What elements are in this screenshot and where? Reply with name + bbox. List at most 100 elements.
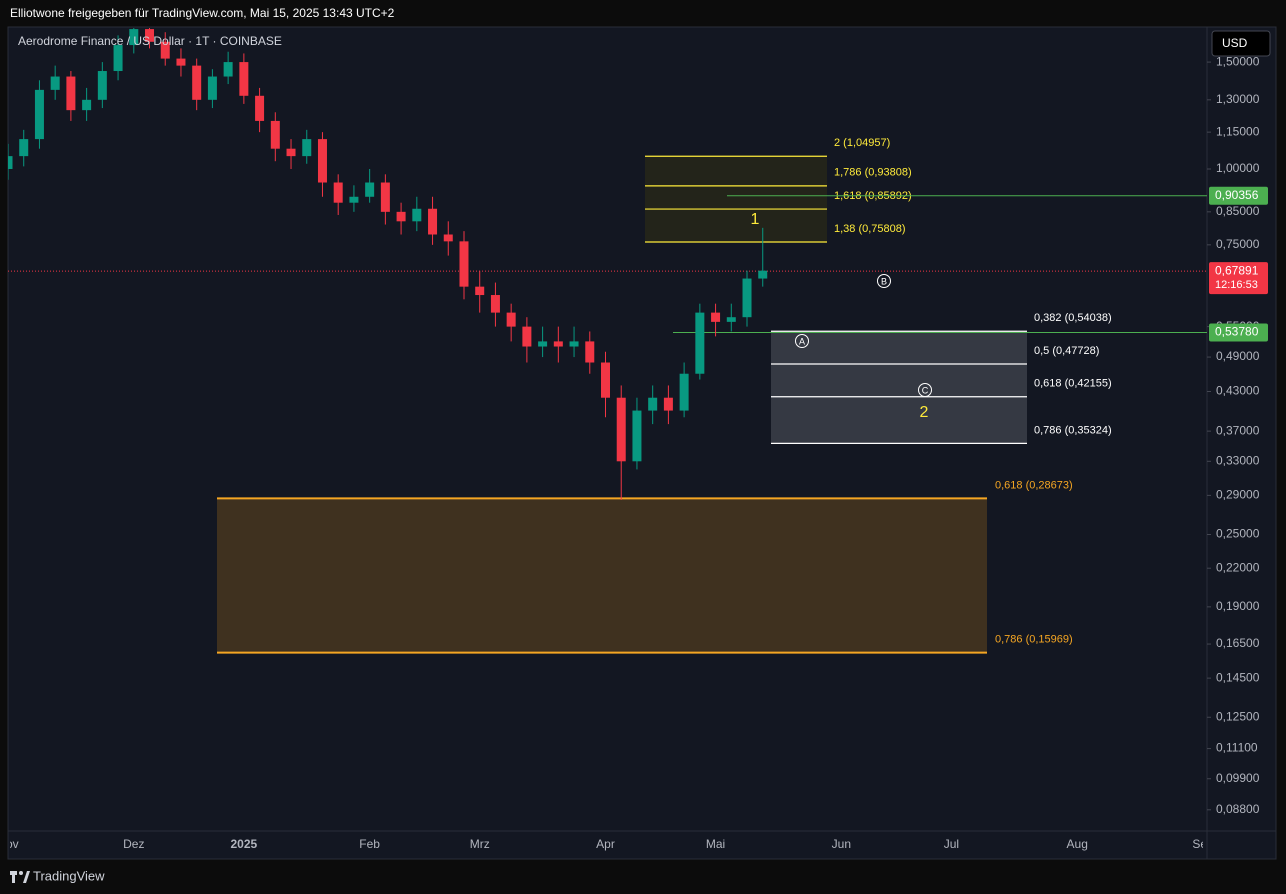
candle-body xyxy=(317,139,327,183)
candle-body xyxy=(302,139,312,157)
candle-body xyxy=(239,62,249,96)
candle-body xyxy=(742,278,752,318)
share-header: Elliotwone freigegeben für TradingView.c… xyxy=(10,6,395,20)
fib-zone xyxy=(645,156,827,243)
candle-body xyxy=(412,208,422,222)
candle-body xyxy=(428,208,438,235)
currency-label[interactable]: USD xyxy=(1222,36,1248,50)
fib-label: 0,786 (0,35324) xyxy=(1034,424,1112,436)
candle-body xyxy=(19,139,29,157)
candle-body xyxy=(349,196,359,203)
candle-body xyxy=(97,71,107,100)
chart-panel xyxy=(7,26,1277,860)
y-tick-label: 0,12500 xyxy=(1216,709,1260,723)
candle-body xyxy=(569,341,579,347)
axes: 1,50000 1,30000 1,15000 1,00000 0,85000 0,750… xyxy=(0,54,1268,851)
wave-label: 1 xyxy=(751,211,760,228)
plot-area: 0,618 (0,28673) 0,786 (0,15969) 0,382 (0,5… xyxy=(8,28,1207,654)
wave-circle-label: A xyxy=(799,336,805,346)
candle-body xyxy=(129,29,139,46)
candle-body xyxy=(113,45,123,72)
candle-body xyxy=(522,326,532,347)
x-tick-label: Sep xyxy=(1192,837,1214,851)
price-tag-label: 0,53780 xyxy=(1215,325,1259,339)
fib-label: 0,618 (0,42155) xyxy=(1034,378,1112,390)
x-tick-label: Feb xyxy=(359,837,380,851)
fib-label: 1,38 (0,75808) xyxy=(834,223,906,235)
candle-body xyxy=(490,295,500,313)
last-price-tag xyxy=(1209,262,1268,295)
y-tick-label: 0,14500 xyxy=(1216,670,1260,684)
candle-body xyxy=(82,99,92,111)
candle-body xyxy=(679,373,689,411)
candle-body xyxy=(145,29,155,42)
candle-body xyxy=(34,89,44,140)
x-tick-label: Dez xyxy=(123,837,144,851)
candle-body xyxy=(475,286,485,296)
wave-label: 2 xyxy=(920,404,929,421)
y-tick-label: 0,85000 xyxy=(1216,204,1260,218)
y-tick-label: 0,19000 xyxy=(1216,599,1260,613)
candle-body xyxy=(585,341,595,363)
candle-body xyxy=(758,270,768,279)
y-tick-label: 0,25000 xyxy=(1216,527,1260,541)
wave-circle xyxy=(795,334,809,348)
wave-circle-label: C xyxy=(922,385,929,395)
brand-name: TradingView xyxy=(33,868,105,883)
y-tick-label: 0,29000 xyxy=(1216,488,1260,502)
x-tick-label: 2025 xyxy=(231,837,258,851)
candle-body xyxy=(443,234,453,242)
price-tag xyxy=(1209,186,1268,205)
y-tick-label: 0,49000 xyxy=(1216,349,1260,363)
x-tick-label: Mai xyxy=(706,837,725,851)
candle-body xyxy=(538,341,548,347)
y-tick-label: 0,09900 xyxy=(1216,771,1260,785)
candle-body xyxy=(192,65,202,100)
candle-body xyxy=(50,76,60,90)
fib-zone xyxy=(771,331,1027,444)
y-tick-label: 0,33000 xyxy=(1216,453,1260,467)
candle-body xyxy=(365,182,375,197)
y-tick-label: 0,37000 xyxy=(1216,423,1260,437)
x-tick-label: Apr xyxy=(596,837,615,851)
fib-label: 0,786 (0,15969) xyxy=(995,634,1073,646)
countdown: 12:16:53 xyxy=(1215,279,1258,291)
fib-zone xyxy=(217,498,987,653)
fib-label: 1,786 (0,93808) xyxy=(834,167,912,179)
fib-label: 0,5 (0,47728) xyxy=(1034,345,1099,357)
y-tick-label: 0,22000 xyxy=(1216,560,1260,574)
fib-label: 0,382 (0,54038) xyxy=(1034,312,1112,324)
wave-circle xyxy=(918,383,932,397)
y-tick-label: 0,11100 xyxy=(1216,741,1258,755)
brand-logo xyxy=(10,871,30,883)
candle-body xyxy=(663,397,673,411)
candle-body xyxy=(286,148,296,157)
candle-body xyxy=(333,182,343,203)
candle-body xyxy=(616,397,626,462)
candle-body xyxy=(726,317,736,322)
y-tick-label: 0,43000 xyxy=(1216,384,1260,398)
x-tick-label: Jun xyxy=(832,837,851,851)
y-tick-label: 1,15000 xyxy=(1216,124,1260,138)
candle-body xyxy=(553,341,563,347)
candle-body xyxy=(506,312,516,327)
candle-body xyxy=(711,312,721,322)
candle-body xyxy=(8,156,13,169)
wave-circle-label: B xyxy=(881,276,887,286)
y-tick-label: 0,75000 xyxy=(1216,237,1260,251)
x-tick-label: Mrz xyxy=(470,837,490,851)
candle-body xyxy=(66,76,76,111)
y-tick-label: 1,50000 xyxy=(1216,54,1260,68)
y-tick-label: 1,00000 xyxy=(1216,161,1260,175)
wave-circle xyxy=(877,274,891,288)
candle-body xyxy=(380,182,390,212)
candle-body xyxy=(695,312,705,374)
x-tick-label: Nov xyxy=(0,837,19,851)
candle-body xyxy=(632,410,642,462)
fib-label: 0,618 (0,28673) xyxy=(995,479,1073,491)
last-price-label: 0,67891 xyxy=(1215,263,1259,277)
candle-body xyxy=(223,62,233,77)
price-tag-label: 0,90356 xyxy=(1215,188,1259,202)
currency-button[interactable] xyxy=(1211,30,1271,57)
